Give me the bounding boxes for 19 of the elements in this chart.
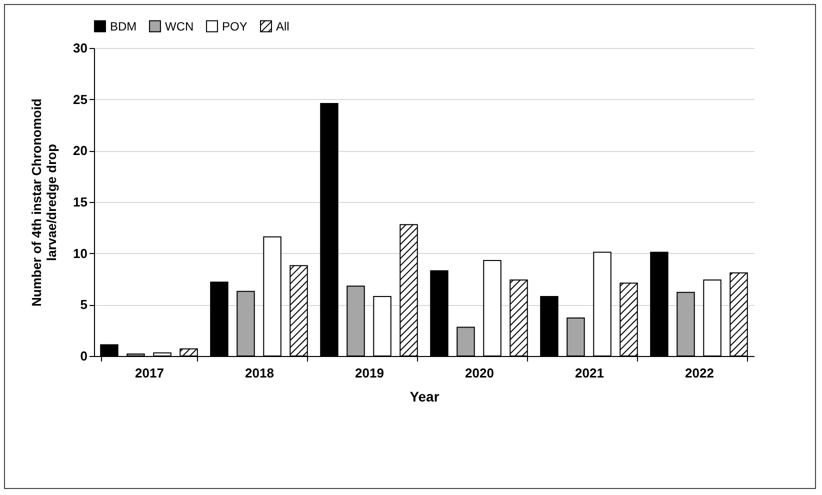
x-tick-label: 2018 xyxy=(245,366,274,380)
legend-label: POY xyxy=(222,19,248,34)
y-tick-label: 30 xyxy=(73,40,88,56)
y-axis-title: Number of 4th instar Chronomoid larvae/dredge drop xyxy=(29,98,60,306)
x-tick-label: 2017 xyxy=(135,366,164,380)
legend-label: BDM xyxy=(110,19,137,34)
y-tick-label: 20 xyxy=(73,143,88,158)
x-tick-label: 2019 xyxy=(355,366,384,380)
x-tick-label: 2021 xyxy=(575,366,604,380)
legend-label: All xyxy=(276,19,290,34)
y-tick-label: 0 xyxy=(80,348,88,364)
y-tick-label: 5 xyxy=(80,297,88,312)
legend-label: WCN xyxy=(165,19,194,34)
x-tick-label: 2022 xyxy=(685,366,714,380)
y-tick-label: 25 xyxy=(73,92,88,107)
x-tick-label: 2020 xyxy=(465,366,494,380)
x-axis-title: Year xyxy=(410,388,440,404)
y-tick-label: 10 xyxy=(73,246,88,261)
y-tick-label: 15 xyxy=(73,194,88,210)
